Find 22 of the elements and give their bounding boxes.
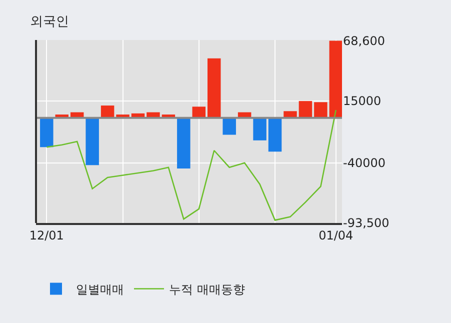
legend-label: 일별매매 — [76, 282, 124, 296]
bar — [192, 106, 206, 118]
bar — [329, 40, 342, 118]
bar — [86, 118, 99, 166]
y-tick-label: -40000 — [343, 156, 386, 170]
x-tick-label: 01/04 — [318, 228, 354, 242]
bar — [100, 106, 114, 118]
x-tick-label: 12/01 — [29, 228, 64, 242]
legend-label: 누적 매매동향 — [169, 282, 245, 296]
bar — [253, 118, 266, 140]
y-tick-label: 68,600 — [343, 34, 385, 48]
y-tick-label: 15000 — [343, 94, 382, 108]
bar — [222, 118, 236, 135]
bar — [268, 118, 282, 152]
chart-title: 외국인 — [30, 14, 69, 30]
bar — [40, 118, 54, 148]
line-series — [46, 109, 337, 221]
y-tick-label: -93,500 — [343, 216, 390, 230]
bar — [177, 118, 190, 168]
bar — [314, 102, 328, 118]
bar — [208, 58, 221, 118]
bar — [298, 101, 312, 118]
